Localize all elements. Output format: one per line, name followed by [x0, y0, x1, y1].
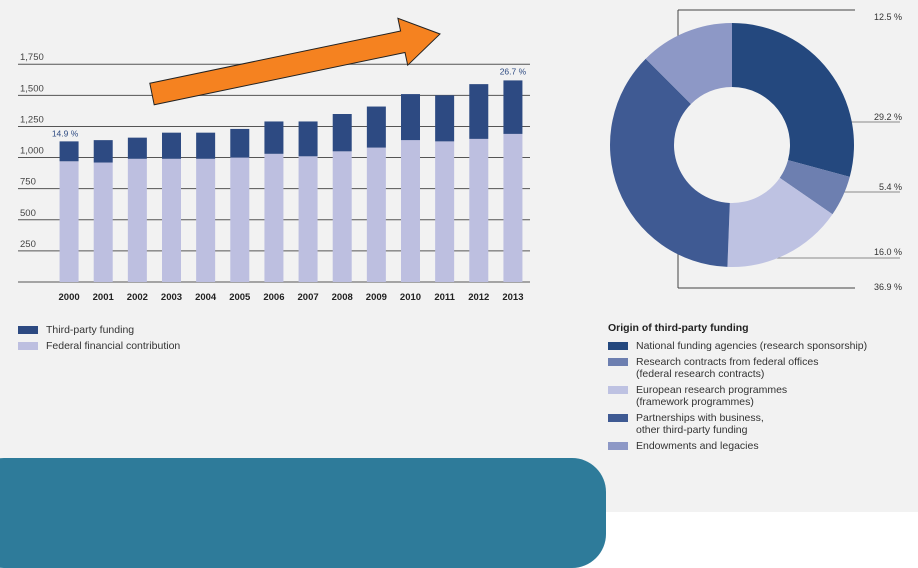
legend-label-endowments: Endowments and legacies [636, 440, 759, 452]
legend-item-national: National funding agencies (research spon… [608, 340, 908, 352]
legend-label-partnerships-1: Partnerships with business, [636, 412, 764, 424]
donut-value-label: 5.4 % [879, 182, 902, 192]
bar-third-party-2009 [366, 106, 386, 148]
legend-swatch-european [608, 386, 628, 394]
legend-item-european: European research programmes (framework p… [608, 384, 908, 408]
y-tick-label: 1,500 [20, 83, 44, 94]
x-tick-label: 2012 [468, 292, 489, 303]
legend-label-european-2: (framework programmes) [636, 396, 754, 408]
overlay-banner [0, 458, 606, 568]
legend-swatch-national [608, 342, 628, 350]
x-tick-label: 2001 [93, 292, 115, 303]
bar-third-party-2000 [59, 141, 79, 162]
trend-arrow [149, 17, 441, 106]
bar-third-party-2012 [469, 84, 489, 139]
bar-federal-2006 [264, 153, 284, 282]
bar-legend: Third-party funding Federal financial co… [18, 324, 180, 356]
bar-third-party-2002 [127, 137, 147, 159]
legend-swatch-federal-contracts [608, 358, 628, 366]
y-tick-label: 250 [20, 239, 36, 250]
donut-slice [779, 160, 850, 215]
legend-label-third-party: Third-party funding [46, 324, 135, 336]
bar-third-party-2007 [298, 121, 318, 157]
donut-slice [609, 58, 730, 267]
bar-federal-2013 [503, 133, 523, 282]
annotation-first: 14.9 % [52, 128, 79, 138]
bar-federal-2003 [162, 158, 181, 282]
donut-value-label: 29.2 % [874, 112, 902, 122]
legend-label-partnerships-2: other third-party funding [636, 424, 748, 436]
donut-legend: Origin of third-party funding National f… [608, 322, 908, 456]
legend-item-endowments: Endowments and legacies [608, 440, 908, 452]
legend-label-national: National funding agencies (research spon… [636, 340, 868, 352]
bar-federal-2008 [332, 151, 352, 282]
legend-label-federal: Federal financial contribution [46, 340, 181, 352]
legend-swatch-federal [18, 342, 38, 350]
x-tick-label: 2008 [332, 292, 353, 303]
bar-third-party-2008 [332, 114, 352, 152]
legend-item-third-party: Third-party funding [18, 324, 180, 336]
donut-value-label: 16.0 % [874, 247, 902, 257]
legend-swatch-partnerships [608, 414, 628, 422]
stacked-bar-chart: 1,750 1,500 1,250 1,000 750 500 250 2000 2001 200… [18, 17, 530, 303]
bar-third-party-2001 [93, 140, 113, 163]
bar-federal-2011 [435, 141, 455, 282]
y-tick-label: 1,750 [20, 52, 44, 63]
donut-chart: 29.2 % 5.4 % 16.0 % 36.9 % 12.5 % [609, 9, 902, 292]
bar-federal-2012 [469, 138, 489, 282]
x-tick-label: 2007 [298, 292, 319, 303]
x-tick-label: 2010 [400, 292, 421, 303]
bar-federal-2004 [196, 158, 216, 282]
bar-federal-2005 [230, 157, 250, 282]
donut-slice [645, 22, 732, 104]
donut-value-label: 12.5 % [874, 12, 902, 22]
y-tick-label: 500 [20, 208, 36, 219]
donut-value-label: 36.9 % [874, 282, 902, 292]
y-tick-label: 750 [20, 177, 36, 188]
donut-slice [727, 177, 833, 267]
annotation-last: 26.7 % [500, 66, 527, 76]
x-tick-label: 2006 [263, 292, 284, 303]
bar-federal-2009 [366, 147, 386, 282]
bar-federal-2001 [93, 162, 113, 282]
bar-federal-2007 [298, 156, 318, 282]
bar-third-party-2005 [230, 128, 250, 158]
x-tick-label: 2009 [366, 292, 387, 303]
legend-item-federal: Federal financial contribution [18, 340, 180, 352]
bar-third-party-2013 [503, 80, 523, 134]
x-tick-label: 2013 [502, 292, 523, 303]
legend-label-federal-contracts-2: (federal research contracts) [636, 368, 765, 380]
bar-federal-2000 [59, 161, 79, 282]
y-tick-label: 1,000 [20, 146, 44, 157]
x-tick-label: 2011 [434, 292, 455, 303]
donut-legend-title: Origin of third-party funding [608, 322, 749, 334]
legend-swatch-endowments [608, 442, 628, 450]
legend-item-partnerships: Partnerships with business, other third-p… [608, 412, 908, 436]
y-tick-label: 1,250 [20, 114, 44, 125]
bar-third-party-2011 [435, 95, 455, 142]
x-tick-label: 2003 [161, 292, 182, 303]
bar-federal-2002 [127, 158, 147, 282]
bar-third-party-2003 [162, 132, 181, 159]
x-tick-label: 2000 [59, 292, 80, 303]
donut-slice [732, 23, 854, 177]
bar-third-party-2010 [401, 94, 420, 141]
x-tick-label: 2002 [127, 292, 148, 303]
legend-item-federal-contracts: Research contracts from federal offices(… [608, 356, 908, 380]
x-tick-label: 2005 [229, 292, 251, 303]
bar-federal-2010 [401, 140, 420, 282]
bar-third-party-2006 [264, 121, 284, 154]
legend-swatch-third-party [18, 326, 38, 334]
bar-third-party-2004 [196, 132, 216, 159]
x-tick-label: 2004 [195, 292, 217, 303]
legend-label-federal-contracts-1: Research contracts from federal offices [636, 356, 819, 368]
legend-label-european-1: European research programmes [636, 384, 788, 396]
